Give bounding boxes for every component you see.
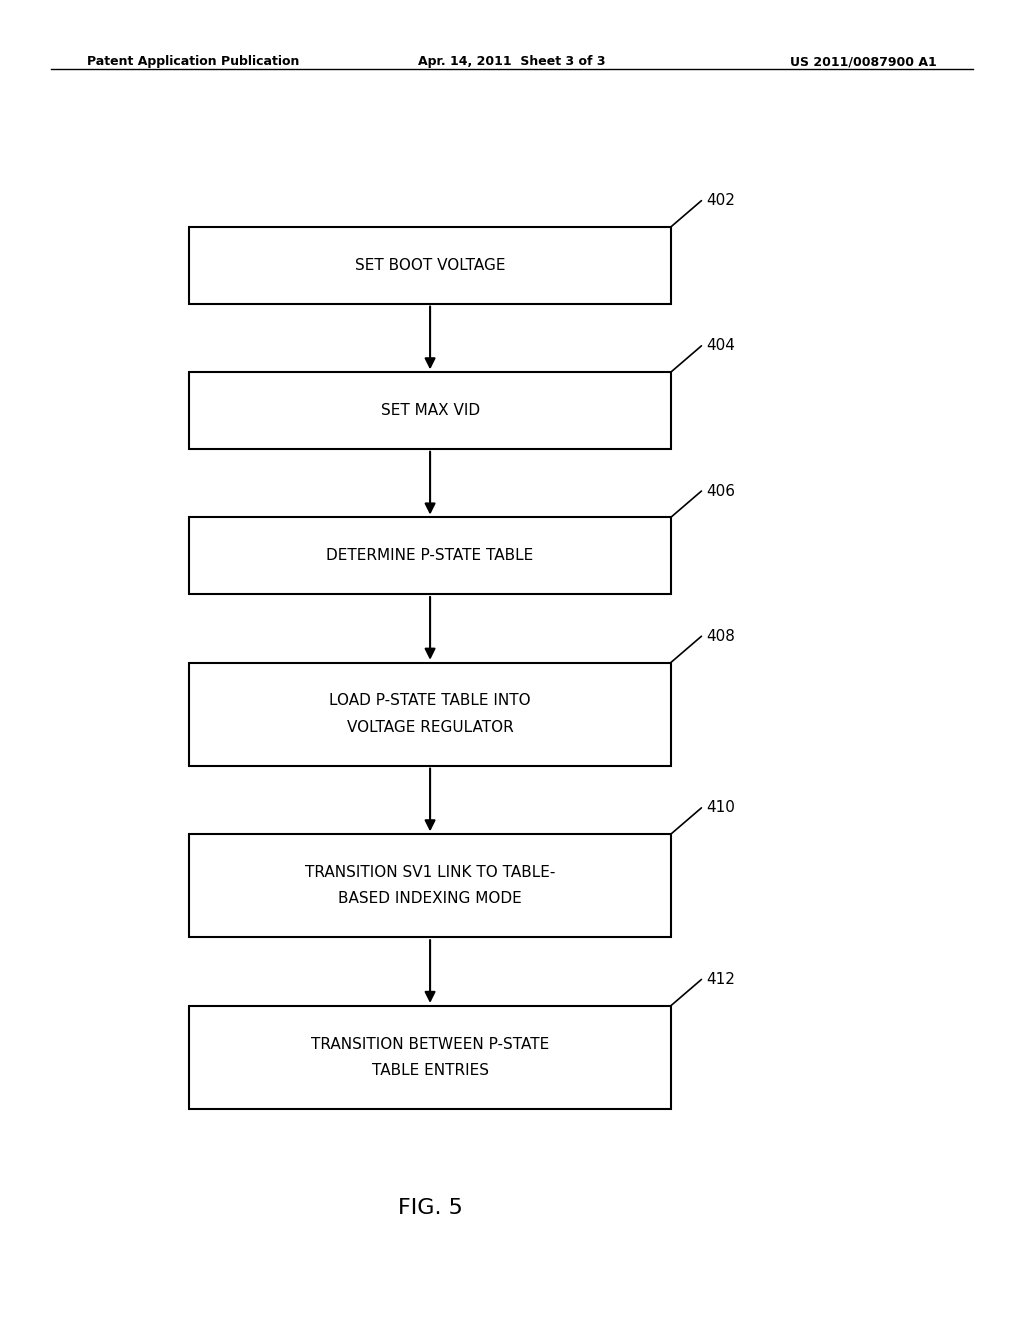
Text: VOLTAGE REGULATOR: VOLTAGE REGULATOR — [347, 719, 513, 735]
Text: LOAD P-STATE TABLE INTO: LOAD P-STATE TABLE INTO — [330, 693, 530, 709]
Text: 408: 408 — [707, 628, 735, 644]
Text: Apr. 14, 2011  Sheet 3 of 3: Apr. 14, 2011 Sheet 3 of 3 — [418, 55, 606, 69]
Text: 406: 406 — [707, 483, 735, 499]
Text: SET MAX VID: SET MAX VID — [381, 403, 479, 418]
Text: FIG. 5: FIG. 5 — [397, 1197, 463, 1218]
Text: Patent Application Publication: Patent Application Publication — [87, 55, 299, 69]
Text: TRANSITION SV1 LINK TO TABLE-: TRANSITION SV1 LINK TO TABLE- — [305, 865, 555, 880]
Text: US 2011/0087900 A1: US 2011/0087900 A1 — [791, 55, 937, 69]
Text: SET BOOT VOLTAGE: SET BOOT VOLTAGE — [355, 257, 505, 273]
Text: 412: 412 — [707, 972, 735, 987]
Text: 410: 410 — [707, 800, 735, 816]
Text: TABLE ENTRIES: TABLE ENTRIES — [372, 1063, 488, 1078]
Text: 404: 404 — [707, 338, 735, 354]
Text: TRANSITION BETWEEN P-STATE: TRANSITION BETWEEN P-STATE — [311, 1036, 549, 1052]
Text: BASED INDEXING MODE: BASED INDEXING MODE — [338, 891, 522, 907]
Text: DETERMINE P-STATE TABLE: DETERMINE P-STATE TABLE — [327, 548, 534, 564]
Text: 402: 402 — [707, 193, 735, 209]
